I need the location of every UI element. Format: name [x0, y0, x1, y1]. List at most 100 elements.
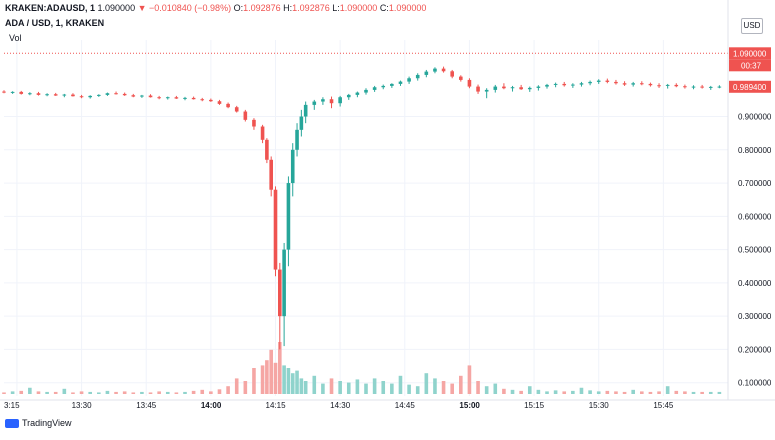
volume-bar	[424, 373, 429, 394]
pair-title-text: ADA / USD, 1, KRAKEN	[5, 18, 105, 28]
volume-bar	[398, 375, 403, 394]
volume-bar	[174, 392, 179, 394]
candle-body	[407, 78, 411, 82]
currency-button[interactable]: USD	[741, 18, 763, 34]
pair-title: ADA / USD, 1, KRAKEN	[5, 18, 104, 28]
volume-bar	[484, 386, 489, 394]
open-label: O:	[233, 3, 244, 13]
candle-body	[209, 99, 213, 102]
candle-body	[252, 119, 256, 127]
candle-body	[493, 86, 498, 90]
volume-bar	[295, 370, 299, 394]
volume-bar	[209, 391, 213, 394]
x-tick-label: 15:45	[653, 401, 674, 410]
candle-body	[424, 71, 429, 75]
close-label: C:	[379, 3, 389, 13]
volume-bar	[286, 368, 291, 394]
volume-bar	[717, 391, 722, 394]
low-label: L:	[332, 3, 340, 13]
x-tick-label: 15:00	[459, 401, 480, 410]
candle-body	[260, 126, 265, 140]
candle-body	[321, 99, 325, 102]
y-tick-label: 0.400000	[738, 279, 772, 288]
volume-bar	[519, 390, 523, 394]
symbol-header: KRAKEN:ADAUSD, 1 1.090000 ▼ −0.010840 (−…	[5, 3, 426, 13]
volume-bar	[614, 391, 618, 394]
candle-body	[519, 87, 523, 90]
y-tick-label: 0.500000	[738, 246, 772, 255]
volume-bar	[273, 362, 278, 394]
volume-bar	[381, 381, 386, 394]
x-tick-label: 15:15	[524, 401, 545, 410]
candle-body	[140, 95, 144, 97]
volume-bar	[708, 391, 713, 394]
candle-body	[390, 83, 394, 86]
x-tick-label: 14:15	[266, 401, 287, 410]
tradingview-logo[interactable]: TradingView	[5, 418, 72, 428]
volume-bar	[407, 384, 411, 394]
volume-bar	[36, 391, 41, 394]
open-value: 1.092876	[243, 3, 281, 13]
volume-bar	[346, 382, 351, 394]
candle-body	[53, 94, 58, 96]
volume-bar	[28, 387, 32, 394]
volume-bar	[114, 391, 118, 394]
candle-body	[372, 87, 377, 90]
candle-body	[355, 92, 360, 95]
volume-bar	[700, 391, 704, 394]
candle-body	[269, 159, 273, 190]
y-tick-label: 0.900000	[738, 113, 772, 122]
axes: 0.900000 0.800000 0.700000 0.600000 0.500000…	[0, 0, 775, 410]
y-tick-label: 0.800000	[738, 146, 772, 155]
volume-bar	[278, 342, 282, 394]
volume-bar	[97, 392, 101, 394]
x-tick-label: 13:45	[136, 401, 157, 410]
candle-body	[122, 93, 127, 96]
candle-body	[527, 87, 532, 90]
candle-body	[605, 80, 610, 82]
volume-bar	[312, 375, 317, 394]
candle-body	[614, 81, 618, 84]
volume-bar	[105, 390, 110, 394]
volume-bar	[691, 391, 696, 394]
candle-body	[265, 139, 269, 160]
candle-body	[273, 189, 278, 270]
volume-bar	[265, 360, 269, 394]
volume-bar	[157, 391, 161, 394]
volume-bar	[269, 349, 273, 394]
volume-bar	[165, 391, 170, 394]
candle-body	[441, 68, 446, 72]
volume-bar	[183, 391, 187, 394]
volume-bar	[665, 386, 670, 394]
candle-body	[364, 89, 368, 93]
close-value: 1.090000	[388, 3, 427, 13]
candle-body	[640, 83, 644, 85]
candle-body	[484, 89, 489, 92]
symbol-label[interactable]: KRAKEN:ADAUSD, 1	[5, 3, 96, 13]
volume-bar	[364, 383, 368, 394]
volume-bar	[226, 386, 230, 394]
volume-bar	[148, 392, 153, 394]
volume-bar	[303, 381, 308, 394]
candle-body	[476, 86, 480, 92]
volume-bar	[640, 391, 644, 394]
volume-bar	[536, 389, 541, 394]
candle-body	[148, 95, 153, 98]
candle-body	[243, 111, 248, 120]
candle-body	[19, 91, 24, 94]
volume-bar	[390, 383, 394, 394]
candle-body	[105, 93, 110, 95]
current-price-text: 1.090000	[733, 49, 767, 58]
low-value: 1.090000	[339, 3, 378, 13]
volume-bar	[441, 381, 446, 394]
volume-bar	[19, 390, 24, 394]
candle-body	[226, 103, 230, 108]
candle-body	[183, 97, 187, 99]
volume-bar	[433, 378, 437, 394]
volume-bar	[553, 390, 558, 394]
last-close-badge	[729, 80, 771, 93]
candle-body	[536, 86, 541, 88]
high-value: 1.092876	[292, 3, 330, 13]
